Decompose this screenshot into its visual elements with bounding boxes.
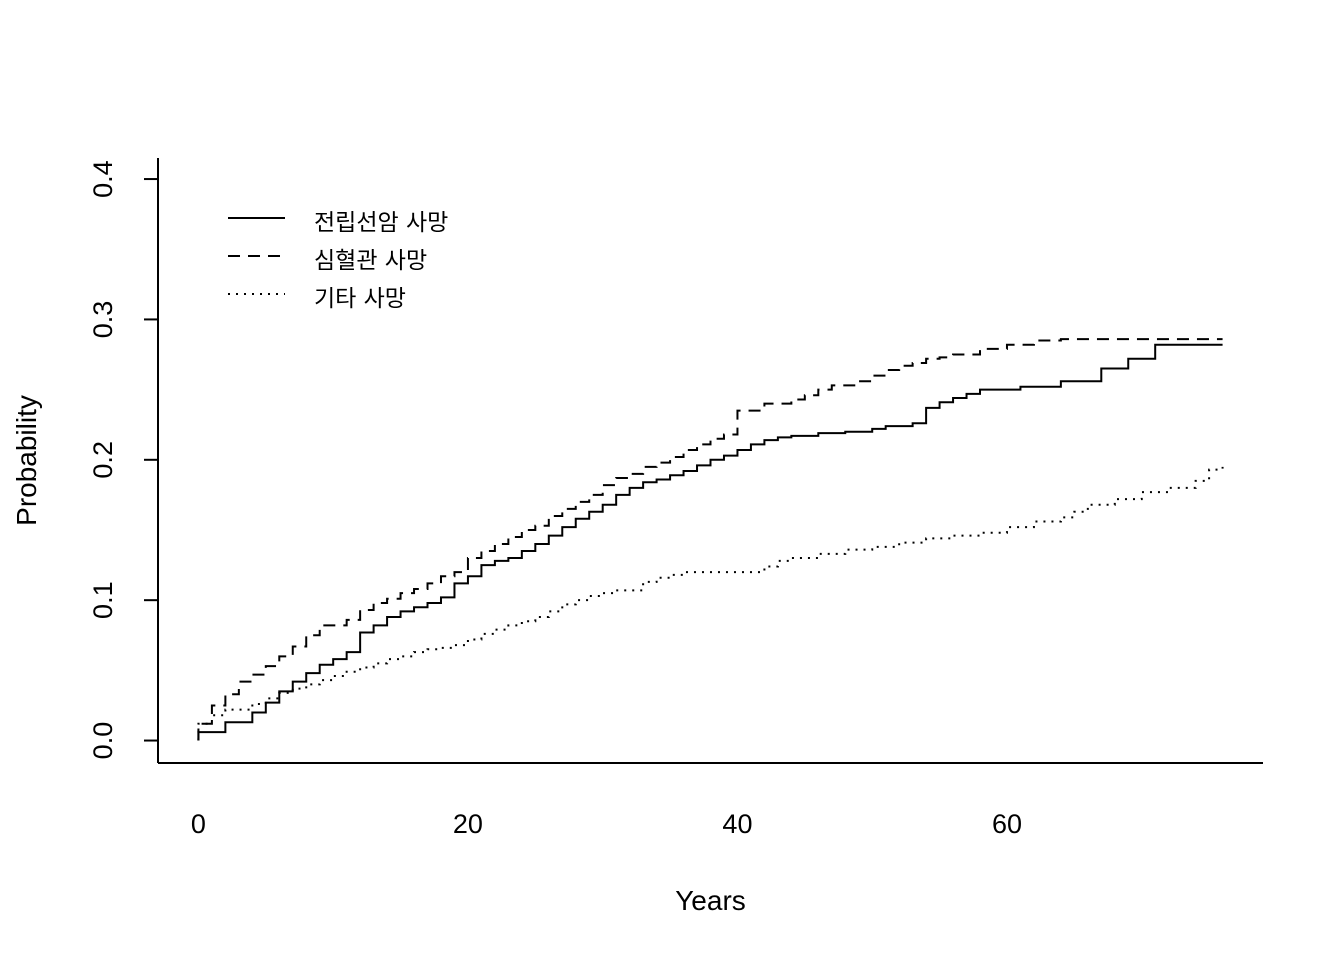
- y-tick-label: 0.4: [88, 160, 118, 198]
- y-tick-label: 0.2: [88, 441, 118, 479]
- x-tick-label: 0: [191, 809, 206, 839]
- x-tick-label: 40: [722, 809, 752, 839]
- y-tick-label: 0.1: [88, 581, 118, 619]
- legend-label-2: 심혈관 사망: [314, 248, 427, 274]
- y-axis-title: Probability: [11, 395, 42, 526]
- x-ticks: 0 20 40 60: [191, 809, 1022, 839]
- series-line-1: [197, 343, 1223, 741]
- y-tick-label: 0.0: [88, 722, 118, 760]
- x-tick-label: 20: [453, 809, 483, 839]
- series-layer: [197, 338, 1224, 741]
- series-line-3: [197, 466, 1224, 741]
- legend-label-3: 기타 사망: [314, 286, 406, 312]
- legend-label-1: 전립선암 사망: [314, 210, 448, 236]
- series-line-2: [197, 338, 1223, 741]
- x-axis-title: Years: [675, 885, 746, 916]
- y-tick-label: 0.3: [88, 301, 118, 339]
- y-ticks: 0.0 0.1 0.2 0.3 0.4: [88, 160, 158, 759]
- axes: 0 20 40 60 0.0 0.1 0.2 0.3 0.4: [88, 158, 1263, 839]
- x-tick-label: 60: [992, 809, 1022, 839]
